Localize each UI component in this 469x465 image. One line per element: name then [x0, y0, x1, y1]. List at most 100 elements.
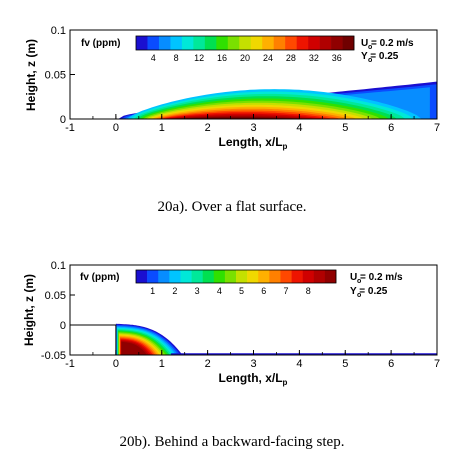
a-x-tick-label: 3 [250, 122, 256, 134]
b-x-tick-label: 2 [205, 358, 211, 370]
b-colorbar-swatch [224, 270, 237, 283]
chart-a-annotation-sub2: o [368, 57, 372, 64]
b-y-tick-label: 0.1 [51, 260, 66, 272]
chart-a-legend: fv (ppm) 4 8 12 16 20 24 28 32 36 [81, 35, 355, 63]
a-x-tick-label: 4 [296, 122, 302, 134]
chart-a-colorbar [135, 35, 355, 51]
a-y-tick-label: 0.05 [45, 70, 66, 82]
chart-a-x-axis-label: Length, x/Lp [219, 135, 288, 151]
a-y-tick-label: 0.1 [51, 25, 66, 37]
chart-a-annotation-velocity: U = 0.2 m/s [361, 38, 414, 49]
chart-b-legend: fv (ppm) 1 2 3 4 5 6 7 8 [80, 269, 337, 296]
chart-a-legend-title: fv (ppm) [81, 38, 120, 49]
b-colorbar-swatch [280, 270, 292, 283]
b-colorbar-label: 8 [306, 286, 311, 296]
chart-b-annotation: U = 0.2 m/s o Y = 0.25 o [350, 272, 403, 299]
chart-a-contour-field [118, 81, 437, 119]
a-colorbar-swatch [136, 36, 148, 50]
b-colorbar-swatch [191, 270, 203, 283]
a-colorbar-label: 16 [217, 53, 227, 63]
b-x-tick-label: 3 [250, 358, 256, 370]
chart-b: -1 0 1 2 3 4 5 6 7 -0.05 0 0.05 0.1 Length, x/Lp He… [22, 260, 440, 387]
chart-b-y-ticks: -0.05 0 0.05 0.1 [41, 260, 75, 362]
chart-a-annotation-sub1: o [368, 44, 372, 51]
a-colorbar-frame [135, 35, 355, 51]
b-x-tick-label: -1 [65, 358, 75, 370]
chart-a-annotation-fraction: Y = 0.25 [361, 51, 399, 62]
b-colorbar-swatch [269, 270, 281, 283]
a-colorbar-swatch [342, 36, 355, 50]
chart-b-caption: 20b). Behind a backward-facing step. [120, 434, 345, 450]
chart-b-annotation-velocity: U = 0.2 m/s [350, 272, 403, 283]
chart-b-annotation-sub2: o [357, 292, 361, 299]
b-x-tick-label: 6 [388, 358, 394, 370]
b-colorbar-label: 4 [217, 286, 222, 296]
b-colorbar-swatch [158, 270, 170, 283]
chart-b-annotation-fraction: Y = 0.25 [350, 286, 388, 297]
b-x-tick-label: 1 [159, 358, 165, 370]
a-colorbar-label: 24 [263, 53, 273, 63]
chart-b-x-axis-label: Length, x/Lp [219, 371, 288, 387]
a-x-tick-label: 1 [159, 122, 165, 134]
b-colorbar-swatch [313, 270, 326, 283]
chart-a-colorbar-labels: 4 8 12 16 20 24 28 32 36 [151, 53, 342, 63]
chart-a-caption: 20a). Over a flat surface. [157, 199, 306, 215]
a-colorbar-swatch [181, 36, 194, 50]
chart-b-x-ticks: -1 0 1 2 3 4 5 6 7 [65, 350, 440, 370]
b-colorbar-swatch [302, 270, 315, 283]
b-colorbar-frame [135, 269, 337, 284]
b-colorbar-label: 7 [283, 286, 288, 296]
a-x-tick-label: 5 [342, 122, 348, 134]
a-colorbar-swatch [239, 36, 252, 50]
chart-b-colorbar [135, 269, 337, 284]
a-colorbar-swatch [193, 36, 206, 50]
a-colorbar-swatch [250, 36, 263, 50]
b-colorbar-swatch [258, 270, 270, 283]
b-colorbar-swatch [291, 270, 303, 283]
b-x-tick-label: 5 [342, 358, 348, 370]
b-colorbar-swatch [180, 270, 192, 283]
a-x-tick-label: 0 [113, 122, 119, 134]
a-colorbar-label: 4 [151, 53, 156, 63]
chart-b-legend-title: fv (ppm) [80, 272, 119, 283]
chart-b-contour-field [115, 323, 437, 355]
b-colorbar-label: 5 [239, 286, 244, 296]
a-colorbar-swatch [285, 36, 297, 50]
b-x-tick-label: 4 [296, 358, 302, 370]
a-colorbar-swatch [170, 36, 183, 50]
a-x-tick-label: -1 [65, 122, 75, 134]
b-colorbar-label: 1 [150, 286, 155, 296]
b-x-tick-label: 0 [113, 358, 119, 370]
a-colorbar-label: 12 [194, 53, 204, 63]
a-colorbar-swatch [204, 36, 217, 50]
b-colorbar-swatch [147, 270, 159, 283]
a-colorbar-swatch [227, 36, 240, 50]
a-x-tick-label: 7 [434, 122, 440, 134]
a-colorbar-swatch [273, 36, 286, 50]
b-colorbar-swatch [202, 270, 215, 283]
a-colorbar-swatch [158, 36, 171, 50]
chart-a-x-ticks: -1 0 1 2 3 4 5 6 7 [65, 114, 440, 134]
a-y-tick-label: 0 [60, 114, 66, 126]
b-colorbar-label: 2 [172, 286, 177, 296]
b-y-tick-label: 0 [60, 320, 66, 332]
b-colorbar-swatch [236, 270, 248, 283]
a-colorbar-label: 36 [332, 53, 342, 63]
a-colorbar-label: 32 [309, 53, 319, 63]
b-colorbar-label: 6 [261, 286, 266, 296]
b-colorbar-swatch [136, 270, 148, 283]
a-colorbar-swatch [147, 36, 160, 50]
chart-a-annotation: U = 0.2 m/s o Y = 0.25 o [361, 38, 414, 64]
chart-a: -1 0 1 2 3 4 5 6 7 00.050.1 Length, x/Lp Height,… [24, 25, 440, 151]
a-x-tick-label: 2 [205, 122, 211, 134]
b-contour-level [121, 341, 155, 355]
chart-a-y-ticks: 0 0.05 0.1 [45, 25, 75, 126]
chart-b-y-axis-label: Height, z (m) [22, 274, 36, 346]
b-colorbar-label: 3 [195, 286, 200, 296]
a-x-tick-label: 6 [388, 122, 394, 134]
a-colorbar-label: 8 [174, 53, 179, 63]
b-y-tick-label: -0.05 [41, 350, 66, 362]
a-colorbar-swatch [216, 36, 229, 50]
b-colorbar-swatch [247, 270, 259, 283]
